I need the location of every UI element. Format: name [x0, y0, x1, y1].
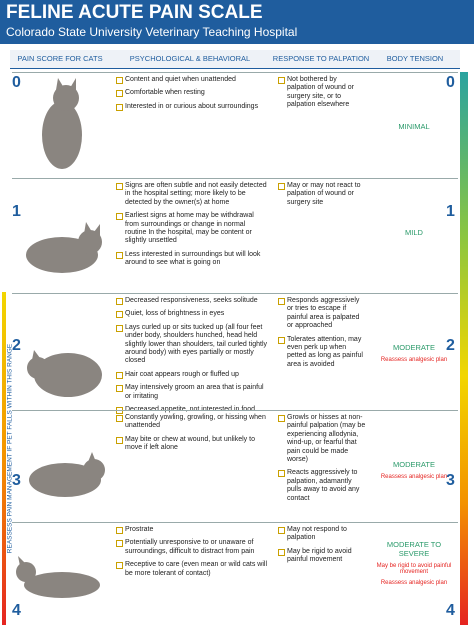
behavioral-list: Signs are often subtle and not easily de…: [116, 182, 268, 273]
palpation-item: May not respond to palpation: [278, 526, 366, 543]
tension-item: MODERATE: [393, 460, 435, 469]
palpation-list: Growls or hisses at non-painful palpatio…: [278, 414, 366, 508]
behavior-item: Earliest signs at home may be withdrawal…: [116, 212, 268, 246]
column-header: BODY TENSION: [370, 50, 460, 69]
row-divider: [12, 72, 458, 179]
behavioral-list: Decreased responsiveness, seeks solitude…: [116, 297, 268, 419]
score: 1: [446, 203, 455, 220]
behavior-item: Constantly yowling, growling, or hissing…: [116, 414, 268, 431]
palpation-item: Growls or hisses at non-painful palpatio…: [278, 414, 366, 464]
palpation-list: Responds aggressively or tries to escape…: [278, 297, 366, 374]
tension-list: MINIMAL: [372, 122, 456, 136]
score: 0: [12, 74, 21, 91]
behavior-item: Quiet, loss of brightness in eyes: [116, 310, 268, 319]
tension-item: Reassess analgesic plan: [380, 580, 448, 586]
behavior-item: Receptive to care (even mean or wild cat…: [116, 561, 268, 578]
row-divider: [12, 293, 458, 411]
score: 2: [446, 337, 455, 354]
subtitle: Colorado State University Veterinary Tea…: [6, 25, 298, 39]
row-divider: [12, 410, 458, 523]
palpation-item: May be rigid to avoid painful movement: [278, 548, 366, 565]
behavioral-list: Content and quiet when unattended Comfort…: [116, 76, 268, 116]
behavior-item: Hair coat appears rough or fluffed up: [116, 371, 268, 380]
palpation-item: Reacts aggressively to palpation, adaman…: [278, 469, 366, 503]
header-bar: [0, 0, 474, 44]
score: 2: [12, 337, 21, 354]
behavior-item: Content and quiet when unattended: [116, 76, 268, 85]
tension-item: Reassess analgesic plan: [380, 357, 448, 363]
palpation-list: Not bothered by palpation of wound or su…: [278, 76, 366, 115]
left-bracket: [2, 292, 6, 625]
column-header: PSYCHOLOGICAL & BEHAVIORAL: [108, 50, 272, 69]
behavior-item: Less interested in surroundings but will…: [116, 251, 268, 268]
behavior-item: Comfortable when resting: [116, 89, 268, 98]
cat-illustrations: [16, 78, 105, 598]
score: 1: [12, 203, 21, 220]
tension-item: MILD: [405, 228, 423, 237]
right-scale: [460, 72, 468, 625]
behavior-item: Decreased responsiveness, seeks solitude: [116, 297, 268, 306]
score: 3: [12, 472, 21, 489]
palpation-item: Not bothered by palpation of wound or su…: [278, 76, 366, 110]
behavioral-list: Constantly yowling, growling, or hissing…: [116, 414, 268, 458]
palpation-item: Tolerates attention, may even perk up wh…: [278, 336, 366, 370]
palpation-list: May or may not react to palpation of wou…: [278, 182, 366, 212]
tension-item: Reassess analgesic plan: [380, 474, 448, 480]
row-divider: [12, 522, 458, 628]
score: 4: [12, 602, 21, 619]
tension-item: MINIMAL: [398, 122, 430, 131]
behavior-item: Interested in or curious about surroundi…: [116, 103, 268, 112]
behavior-item: Lays curled up or sits tucked up (all fo…: [116, 324, 268, 366]
tension-item: MODERATE: [393, 343, 435, 352]
behavior-item: Potentially unresponsive to or unaware o…: [116, 539, 268, 556]
tension-list: MODERATE Reassess analgesic plan: [372, 343, 456, 368]
score: 3: [446, 472, 455, 489]
tension-list: MODERATE Reassess analgesic plan: [372, 460, 456, 485]
tension-list: MILD: [372, 228, 456, 242]
behavior-item: Prostrate: [116, 526, 268, 535]
palpation-item: May or may not react to palpation of wou…: [278, 182, 366, 207]
title: FELINE ACUTE PAIN SCALE: [6, 2, 263, 23]
score: 0: [446, 74, 455, 91]
palpation-item: Responds aggressively or tries to escape…: [278, 297, 366, 331]
behavior-item: May intensively groom an area that is pa…: [116, 384, 268, 401]
tension-item: MODERATE TO SEVERE: [386, 540, 442, 558]
tension-item: May be rigid to avoid painful movement: [376, 563, 452, 575]
behavior-item: Signs are often subtle and not easily de…: [116, 182, 268, 207]
row-divider: [12, 178, 458, 294]
behavior-item: May bite or chew at wound, but unlikely …: [116, 436, 268, 453]
column-header: RESPONSE TO PALPATION: [272, 50, 370, 69]
column-header: PAIN SCORE FOR CATS: [10, 50, 110, 69]
palpation-list: May not respond to palpation May be rigid…: [278, 526, 366, 570]
behavioral-list: Prostrate Potentially unresponsive to or …: [116, 526, 268, 583]
score: 4: [446, 602, 455, 619]
tension-list: MODERATE TO SEVERE May be rigid to avoid …: [372, 540, 456, 591]
